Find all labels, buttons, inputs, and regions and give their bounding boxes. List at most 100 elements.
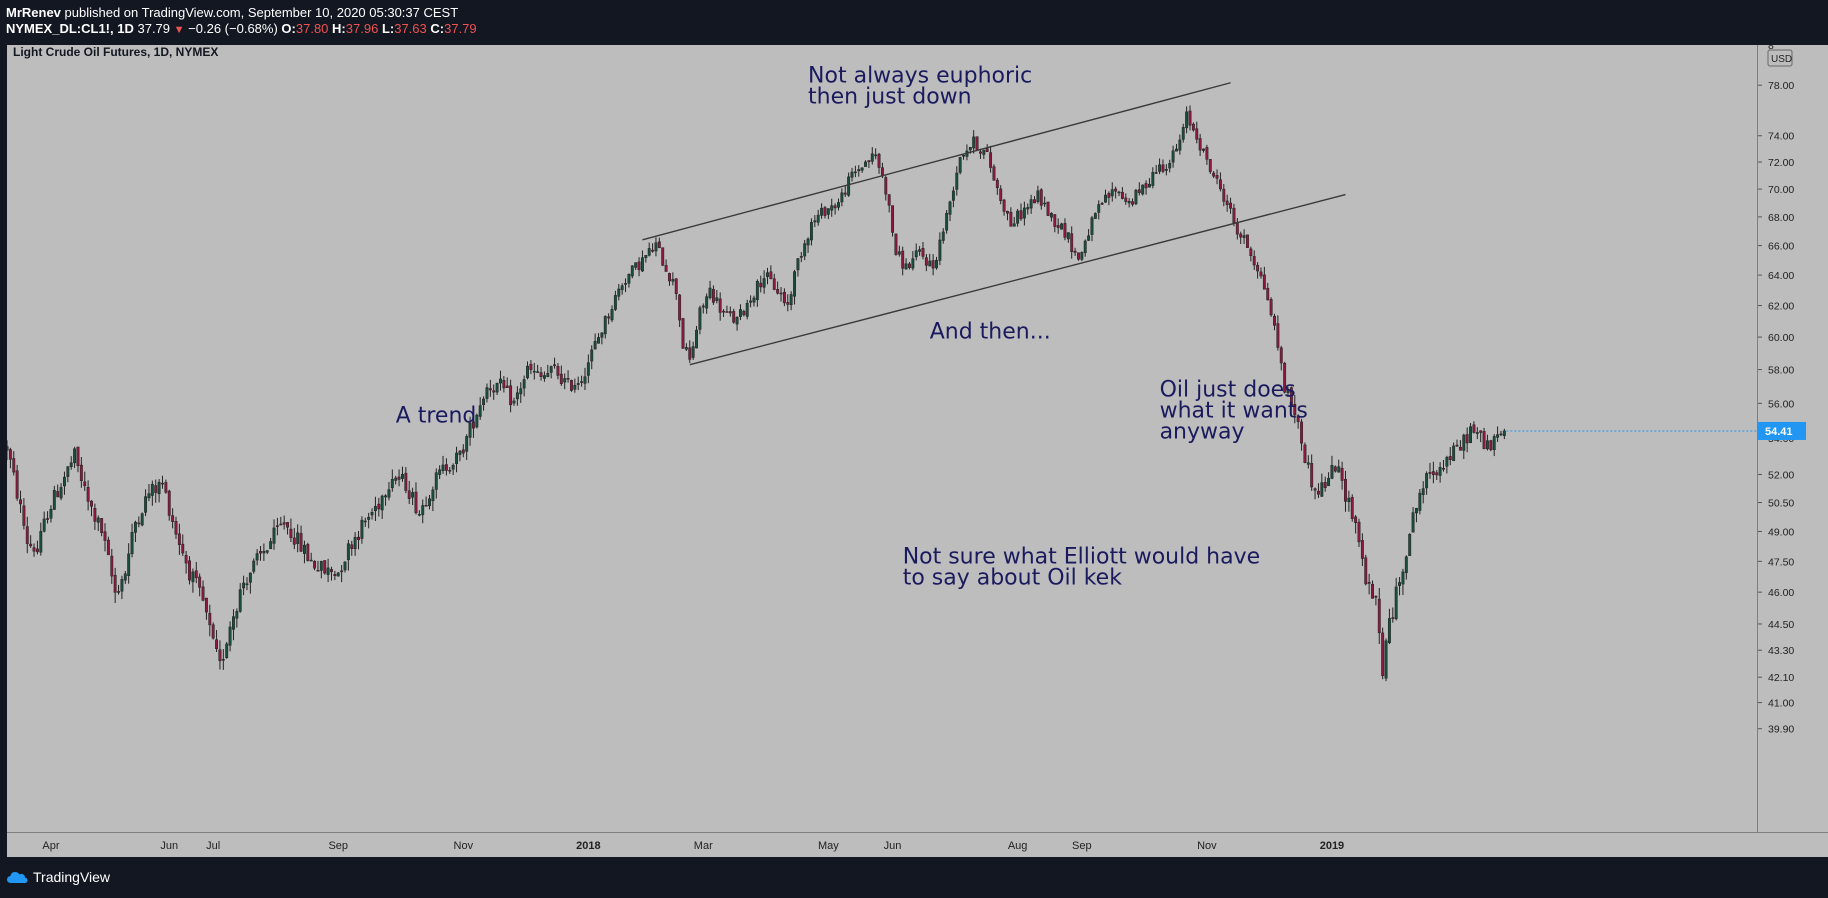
candle [127,543,131,584]
candle [891,205,895,237]
candle [177,523,181,555]
candle [377,497,381,517]
annotation-not-always-euphoric[interactable]: Not always euphoric then just down [808,64,1032,110]
price-axis[interactable]: 39.90 41.00 42.10 43.30 44.50 46.00 47.50 49.00… [1758,40,1828,832]
svg-text:USD: USD [1771,54,1792,65]
candle [995,178,999,195]
candle [401,466,404,482]
annotation-elliott[interactable]: Not sure what Elliott would have to say a… [903,544,1260,590]
candle [478,397,482,420]
candle [1387,608,1391,645]
candle [1036,185,1040,204]
candle [874,148,878,160]
candle [485,383,489,403]
candle [600,331,604,345]
candle [769,265,773,280]
candle [39,522,43,556]
candle [1249,246,1253,262]
tradingview-logo[interactable]: TradingView [6,869,110,885]
candle [441,455,445,474]
candle [1374,595,1378,606]
candle [613,290,617,311]
candle [428,495,431,510]
candle [945,210,949,234]
candle [1171,145,1175,168]
candle [1364,554,1368,586]
candle [654,237,658,257]
upper-channel-line[interactable] [642,82,1231,241]
candle [735,316,739,331]
candle [394,475,398,485]
candle [330,566,333,581]
currency-badge[interactable]: USD [1767,49,1793,67]
candle [793,269,796,305]
y-tick-label: 49.00 [1768,526,1794,538]
candle [458,450,462,462]
candle [911,251,915,271]
candle [49,505,53,523]
candle [1117,190,1121,197]
candle [471,413,475,438]
candle [1482,427,1486,450]
candle [1114,186,1118,199]
candle [1286,387,1290,397]
candle [411,487,415,506]
candle [1239,231,1243,245]
candle [174,516,178,539]
author-name[interactable]: MrRenev [6,5,61,20]
y-tick-label: 44.50 [1768,619,1794,631]
candle [975,136,979,151]
y-tick-label: 78.00 [1768,80,1794,92]
candle [63,471,66,495]
candle [759,275,763,293]
candle [302,540,306,564]
candle [25,516,29,554]
time-axis[interactable]: Apr Jun Jul Sep Nov 2018 Mar May Jun Aug Sep Nov 201… [7,833,1828,857]
y-tick-label: 66.00 [1768,241,1794,253]
candle [137,516,141,528]
candle [1438,462,1442,483]
x-tick-label: Jun [884,840,902,852]
candle [637,257,641,277]
lower-channel-line[interactable] [689,193,1346,366]
candle [1259,267,1263,279]
candle [904,258,908,270]
candle [573,378,577,393]
candle [938,232,942,266]
candle [1026,203,1030,215]
candle [1327,472,1331,487]
x-tick-label: Aug [1008,840,1028,852]
candle [745,299,749,320]
close-label: C:37.79 [430,21,477,36]
x-tick-label: Sep [328,840,348,852]
candle [1381,627,1385,680]
candle [424,496,428,507]
annotation-oil-just-does[interactable]: Oil just does what it wants anyway [1160,377,1308,444]
down-arrow-icon: ▼ [173,24,185,36]
candle [465,434,469,460]
candle [647,242,651,257]
candle [346,539,350,571]
chart-title: Light Crude Oil Futures, 1D, NYMEX [13,45,218,59]
candle [914,243,918,261]
candle [1445,455,1449,474]
candle [1198,133,1202,157]
candle [1262,266,1266,290]
candle [455,446,458,473]
candle [813,215,817,228]
annotation-a-trend[interactable]: A trend [396,403,477,428]
candle [1316,483,1320,499]
candle [235,608,239,628]
candle [1384,638,1388,682]
price-chart[interactable]: Light Crude Oil Futures, 1D, NYMEX A tren… [7,45,1757,832]
candle [1293,395,1297,424]
candle [1009,207,1013,227]
symbol-label[interactable]: NYMEX_DL:CL1!, 1D [6,21,134,36]
candle [387,481,391,501]
annotation-and-then[interactable]: And then... [930,320,1051,345]
chart-pane[interactable]: Light Crude Oil Futures, 1D, NYMEX A tren… [7,45,1757,832]
candle [715,289,719,304]
candle [1354,515,1358,534]
candle [536,364,540,373]
candle [252,558,256,574]
